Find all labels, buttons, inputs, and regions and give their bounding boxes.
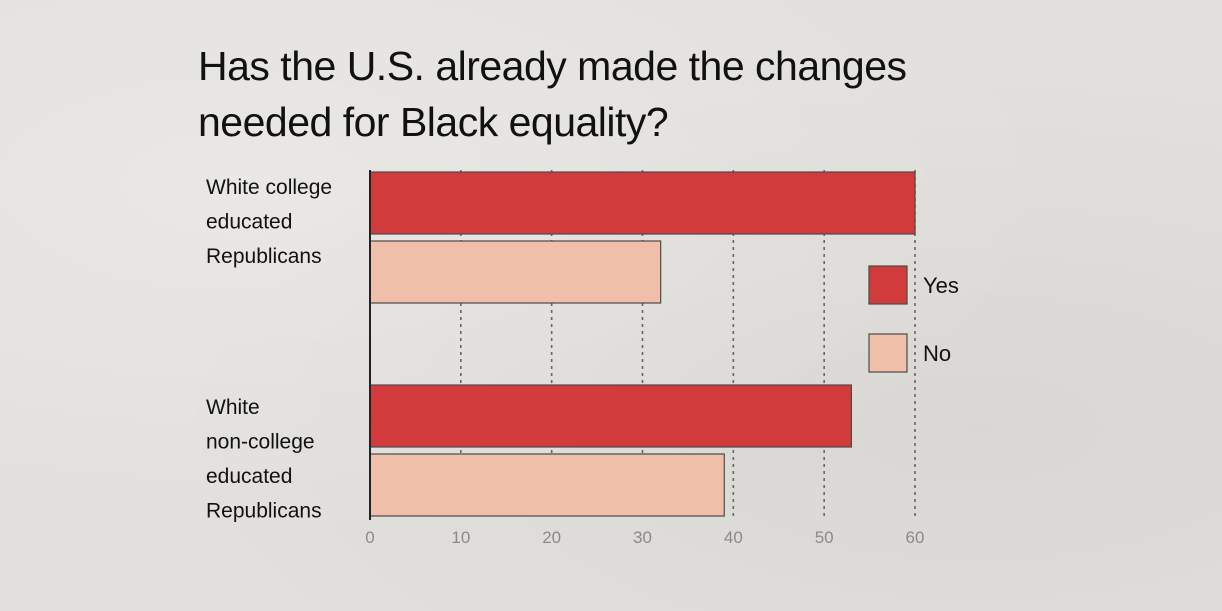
bar-no-2 bbox=[369, 453, 725, 517]
category-label-1-line-2: educated bbox=[206, 211, 292, 234]
bar-yes-1 bbox=[369, 171, 916, 235]
title-line-2: needed for Black equality? bbox=[198, 99, 669, 145]
category-label-2-line-3: educated bbox=[206, 465, 292, 488]
tick-label-60: 60 bbox=[906, 528, 925, 547]
chart-title: Has the U.S. already made the changes ne… bbox=[198, 38, 1098, 150]
category-label-1-line-3: Republicans bbox=[206, 245, 322, 268]
tick-label-0: 0 bbox=[365, 528, 374, 547]
tick-label-30: 30 bbox=[633, 528, 652, 547]
legend-swatch-no bbox=[868, 333, 908, 373]
category-label-2-line-2: non-college bbox=[206, 431, 315, 454]
tick-label-50: 50 bbox=[815, 528, 834, 547]
legend-label-yes: Yes bbox=[923, 273, 959, 298]
legend-label-no: No bbox=[923, 341, 951, 366]
legend-swatch-yes bbox=[868, 265, 908, 305]
category-label-2-line-1: White bbox=[206, 396, 260, 419]
bar-yes-2 bbox=[369, 384, 853, 448]
category-label-1-line-1: White college bbox=[206, 176, 332, 199]
bar-no-1 bbox=[369, 240, 662, 304]
title-line-1: Has the U.S. already made the changes bbox=[198, 43, 907, 89]
category-label-2-line-4: Republicans bbox=[206, 500, 322, 523]
tick-label-10: 10 bbox=[451, 528, 470, 547]
tick-label-20: 20 bbox=[542, 528, 561, 547]
tick-label-40: 40 bbox=[724, 528, 743, 547]
